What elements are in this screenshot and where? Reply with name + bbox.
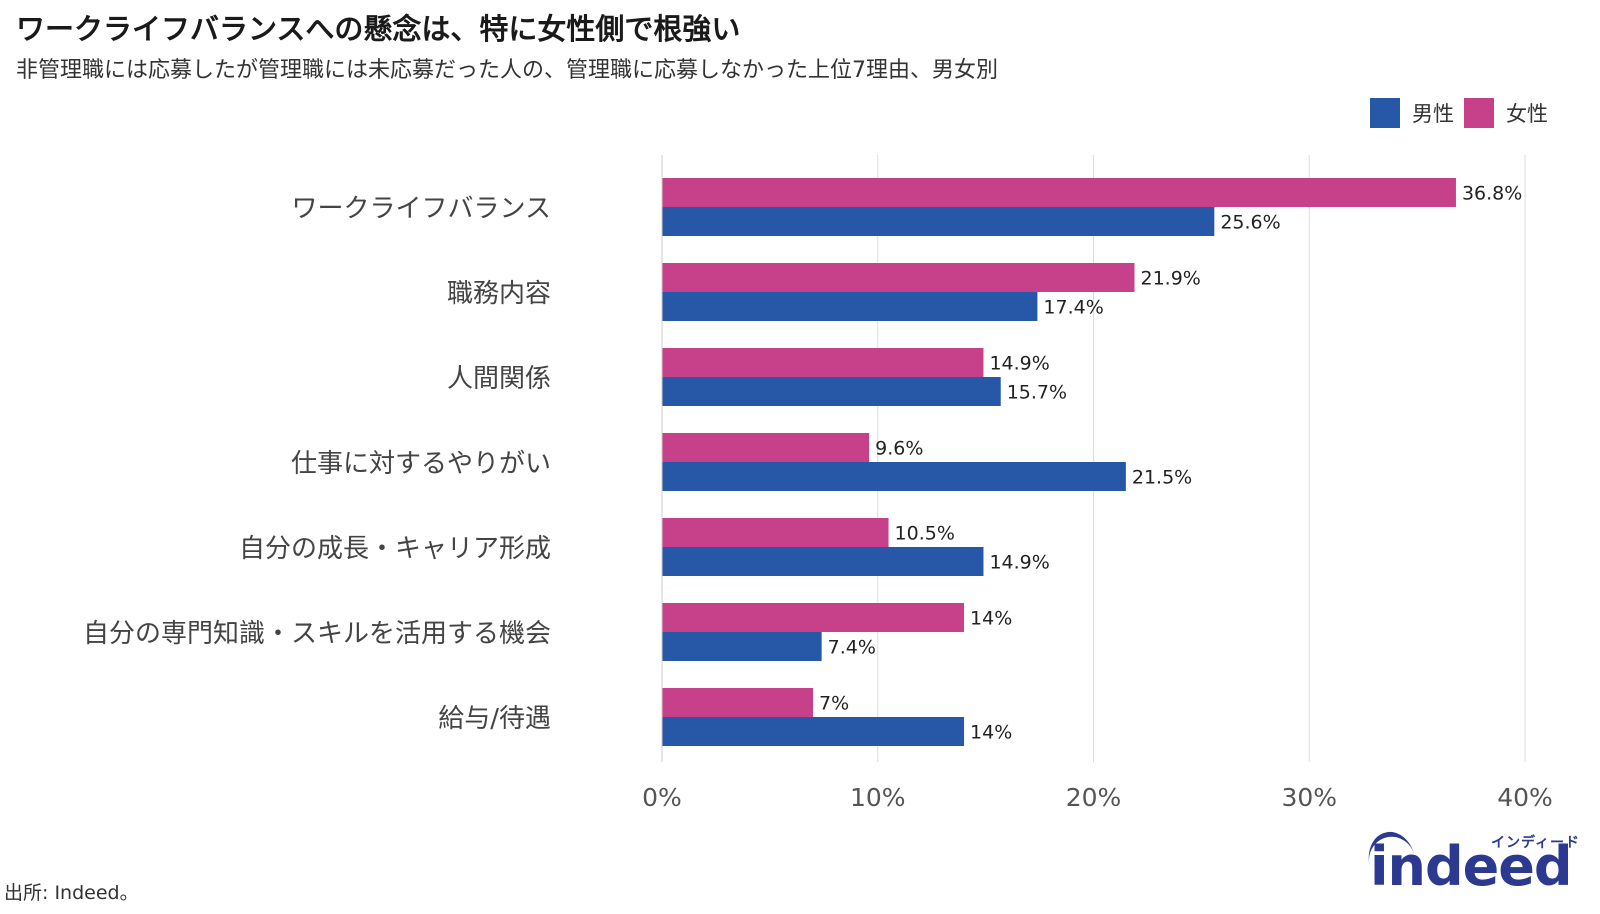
legend-swatch-female: [1464, 98, 1494, 128]
value-label: 14%: [970, 608, 1012, 630]
legend: 男性 女性: [1370, 98, 1548, 128]
value-label: 14.9%: [989, 353, 1049, 375]
category-label: 人間関係: [447, 364, 551, 394]
indeed-logo: インディード indeed: [1363, 827, 1580, 908]
source-note: 出所: Indeed。: [4, 882, 139, 904]
bar-male: [662, 462, 1126, 491]
legend-swatch-male: [1370, 98, 1400, 128]
bar-female: [662, 348, 984, 377]
value-label: 25.6%: [1220, 212, 1280, 234]
bar-female: [662, 433, 870, 462]
category-label: 給与/待遇: [438, 704, 551, 734]
value-label: 7%: [819, 693, 849, 715]
bar-female: [662, 263, 1135, 292]
bar-male: [662, 717, 965, 746]
logo-wordmark: indeed: [1370, 835, 1573, 898]
legend-label-female: 女性: [1506, 102, 1548, 126]
value-label: 14.9%: [989, 552, 1049, 574]
value-label: 9.6%: [875, 438, 923, 460]
value-label: 10.5%: [895, 523, 955, 545]
value-label: 14%: [970, 722, 1012, 744]
category-label: 自分の専門知識・スキルを活用する機会: [83, 619, 551, 649]
bar-male: [662, 547, 984, 576]
x-tick-label: 30%: [1281, 783, 1337, 812]
x-tick-label: 10%: [850, 783, 906, 812]
value-label: 17.4%: [1043, 297, 1103, 319]
value-label: 21.5%: [1132, 467, 1192, 489]
bar-male: [662, 377, 1001, 406]
bar-female: [662, 603, 965, 632]
legend-item-male: 男性: [1370, 98, 1454, 128]
category-label: ワークライフバランス: [292, 194, 551, 224]
legend-label-male: 男性: [1412, 102, 1454, 126]
x-tick-label: 0%: [642, 783, 682, 812]
logo-kana: インディード: [1490, 835, 1580, 851]
bar-male: [662, 292, 1038, 321]
legend-item-female: 女性: [1464, 98, 1548, 128]
bar-female: [662, 178, 1456, 207]
x-tick-label: 20%: [1066, 783, 1122, 812]
value-label: 15.7%: [1007, 382, 1067, 404]
category-label: 自分の成長・キャリア形成: [239, 534, 551, 564]
value-label: 36.8%: [1462, 183, 1522, 205]
bar-male: [662, 632, 822, 661]
bar-female: [662, 518, 889, 547]
chart-subtitle: 非管理職には応募したが管理職には未応募だった人の、管理職に応募しなかった上位7理…: [16, 58, 999, 83]
bar-female: [662, 688, 814, 717]
x-tick-label: 40%: [1497, 783, 1553, 812]
category-label: 仕事に対するやりがい: [291, 449, 551, 479]
value-label: 7.4%: [828, 637, 876, 659]
value-label: 21.9%: [1140, 268, 1200, 290]
category-label: 職務内容: [447, 279, 551, 309]
chart-title: ワークライフバランスへの懸念は、特に女性側で根強い: [16, 12, 741, 46]
bar-male: [662, 207, 1215, 236]
